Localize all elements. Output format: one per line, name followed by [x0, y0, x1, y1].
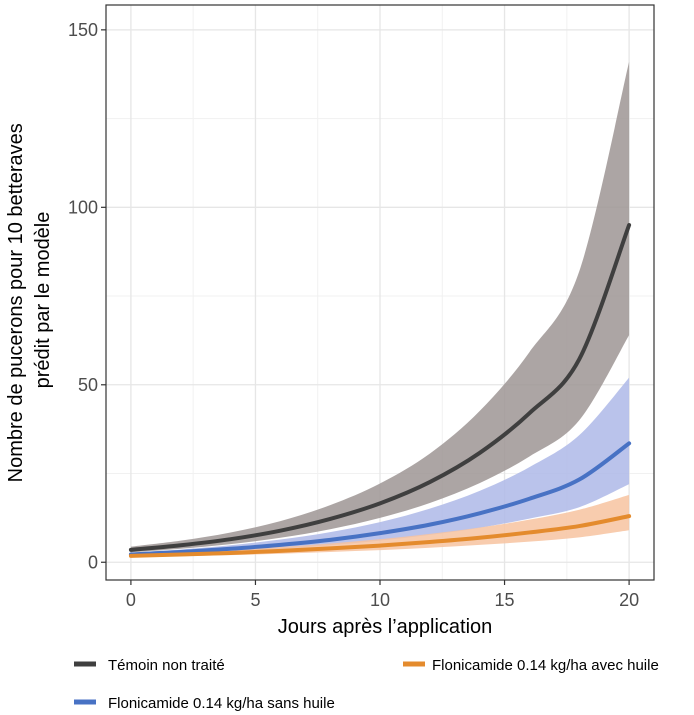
- confidence-bands: [130, 61, 630, 558]
- confidence-band-temoin: [130, 61, 630, 553]
- x-tick-label: 15: [495, 590, 515, 610]
- confidence-band-avec-huile: [130, 494, 630, 558]
- y-tick-label: 100: [68, 197, 98, 217]
- y-tick-label: 150: [68, 20, 98, 40]
- x-axis-title: Jours après l’application: [278, 616, 493, 638]
- x-tick-label: 10: [370, 590, 390, 610]
- axis-ticks: 0 5 10 15 20 0 50 100 150: [68, 20, 639, 610]
- x-tick-label: 20: [619, 590, 639, 610]
- confidence-band-sans-huile: [130, 377, 630, 556]
- y-axis-title: Nombre de pucerons pour 10 betteraves pr…: [5, 118, 54, 483]
- y-axis-title-line-2: prédit par le modèle: [32, 212, 54, 389]
- legend: Témoin non traité Flonicamide 0.14 kg/ha…: [74, 657, 659, 712]
- legend-label-avec-huile: Flonicamide 0.14 kg/ha avec huile: [432, 657, 659, 674]
- series-line-sans-huile: [128, 441, 632, 557]
- legend-label-sans-huile: Flonicamide 0.14 kg/ha sans huile: [108, 695, 335, 712]
- y-tick-label: 50: [78, 375, 98, 395]
- y-axis-title-line-1: Nombre de pucerons pour 10 betteraves: [5, 123, 27, 482]
- x-tick-label: 5: [250, 590, 260, 610]
- x-tick-label: 0: [126, 590, 136, 610]
- series-line-temoin: [128, 223, 632, 552]
- series-lines: [128, 223, 632, 558]
- series-line-avec-huile: [128, 514, 632, 558]
- legend-label-temoin: Témoin non traité: [108, 657, 225, 674]
- y-tick-label: 0: [88, 552, 98, 572]
